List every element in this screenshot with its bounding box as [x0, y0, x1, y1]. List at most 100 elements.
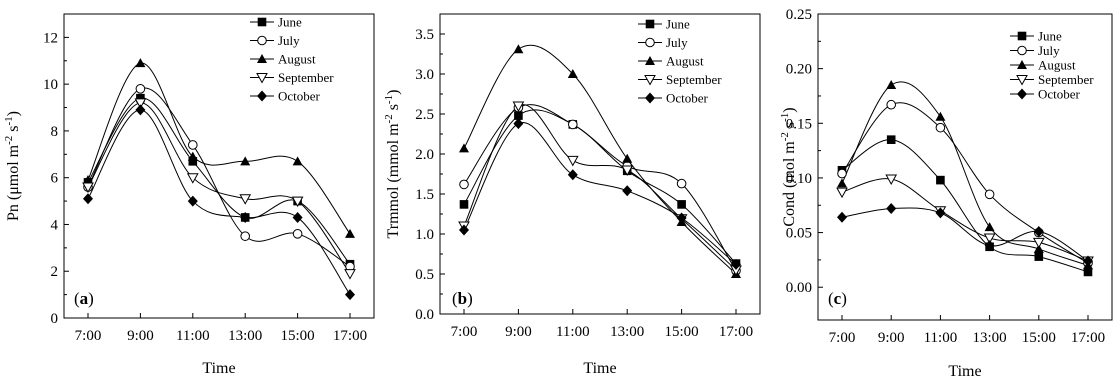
data-point-june	[514, 111, 523, 120]
x-axis-title: Time	[202, 360, 235, 377]
data-point-october	[837, 211, 847, 223]
data-point-october	[567, 169, 578, 181]
panel-label-close: )	[841, 289, 847, 308]
data-point-october	[1033, 225, 1044, 237]
x-tick-label: 11:00	[176, 328, 210, 344]
legend-label: June	[666, 17, 690, 32]
legend-label: July	[666, 35, 688, 50]
legend-marker-august	[645, 56, 655, 65]
data-point-july	[240, 231, 250, 241]
y-axis-title-part: s	[385, 104, 402, 114]
panel-label-close: )	[88, 289, 94, 308]
data-point-october	[676, 212, 687, 224]
data-point-june	[459, 200, 469, 209]
data-point-august	[345, 228, 355, 238]
y-axis-title-part: -1	[383, 95, 395, 104]
chart-panel-b: 0.0 0.5 1.0 1.5 2.0 2.5 3.0 3.5 7:00 9:00 11:00 13:…	[383, 13, 761, 377]
legend-marker-july	[645, 37, 655, 48]
legend-label: July	[278, 33, 300, 48]
data-point-october	[935, 207, 946, 219]
series-line-september	[87, 102, 351, 274]
legend-marker-september	[256, 73, 268, 84]
legend-marker-october	[257, 90, 267, 102]
legend-marker-october	[1017, 88, 1027, 100]
data-point-august	[187, 151, 198, 161]
y-axis-title-part: s	[5, 125, 22, 135]
panel-label-open: (	[828, 289, 834, 308]
legend-label: September	[278, 70, 334, 85]
y-tick-label: 10	[43, 77, 58, 93]
y-tick-label: 0.25	[786, 7, 812, 23]
series-line-august	[87, 62, 351, 235]
x-tick-label: 17:00	[1071, 330, 1105, 346]
data-point-october	[135, 104, 146, 116]
x-tick-label: 15:00	[1022, 330, 1056, 346]
legend-marker-september	[644, 75, 656, 86]
legend-label: June	[1038, 29, 1062, 44]
y-axis-title-part: )	[5, 111, 22, 116]
series-line-july	[87, 87, 351, 267]
data-point-august	[1033, 243, 1044, 253]
y-tick-label: 3.5	[415, 27, 434, 43]
legend-marker-june	[1017, 31, 1027, 41]
y-axis-title: Trmmol (mmol m-2 s-1)	[383, 90, 402, 239]
panel-label: (b)	[452, 289, 473, 308]
series-line-july	[463, 104, 737, 272]
data-point-october	[292, 211, 303, 223]
data-point-june	[886, 135, 896, 144]
x-tick-label: 11:00	[556, 324, 590, 340]
legend-marker-august	[1017, 60, 1027, 69]
legend-label: June	[278, 15, 302, 30]
legend-marker-july	[1017, 45, 1027, 56]
y-tick-label: 0.5	[415, 267, 434, 283]
data-point-august	[567, 69, 578, 78]
data-point-october	[459, 224, 469, 236]
x-tick-label: 7:00	[75, 328, 102, 344]
plot-frame	[439, 13, 761, 315]
y-tick-label: 0	[51, 311, 59, 327]
y-axis-title: Cond (mol m-2 s-1)	[779, 107, 798, 226]
data-point-september	[82, 182, 94, 194]
y-tick-label: 4	[51, 217, 59, 233]
data-point-october	[622, 185, 633, 197]
legend-label: September	[666, 72, 722, 87]
data-point-august	[622, 153, 633, 163]
y-tick-label: 2.0	[415, 147, 434, 163]
x-tick-label: 11:00	[924, 330, 958, 346]
series-line-august	[841, 81, 1089, 266]
data-point-august	[935, 111, 946, 121]
chart-panel-c: 0.00 0.05 0.10 0.15 0.20 0.25 7:00 9:00 11:00 13:…	[779, 7, 1113, 378]
y-tick-label: 3.0	[415, 67, 434, 83]
panel-label-letter: b	[458, 289, 467, 308]
data-point-august	[837, 178, 847, 188]
legend-label: August	[1038, 58, 1076, 73]
panel-label-letter: a	[80, 289, 89, 308]
series-line-june	[87, 97, 351, 265]
data-point-august	[83, 175, 93, 185]
chart-panel-a: 0 2 4 6 8 10 12 7:00 9:00 11:00 13:00 15:00 17:00 Tim…	[3, 13, 375, 377]
y-tick-label: 0.0	[415, 307, 434, 323]
data-point-september	[621, 165, 634, 177]
y-axis-title-part: Cond (mol m	[781, 141, 798, 227]
x-tick-label: 9:00	[505, 324, 532, 340]
data-point-july	[292, 229, 303, 239]
data-point-july	[459, 179, 469, 190]
y-axis-title-part: )	[781, 107, 798, 112]
y-tick-label: 0.10	[786, 171, 812, 187]
y-tick-label: 0.05	[786, 226, 812, 242]
series-line-september	[841, 178, 1089, 262]
data-point-september	[983, 233, 996, 245]
data-point-august	[459, 143, 469, 153]
data-point-september	[239, 194, 252, 205]
data-point-august	[240, 156, 251, 166]
panel-label-close: )	[467, 289, 473, 308]
series-line-october	[463, 122, 737, 265]
y-tick-label: 2	[51, 264, 59, 280]
panel-label-open: (	[74, 289, 80, 308]
data-point-october	[1083, 255, 1093, 267]
data-point-october	[731, 258, 741, 270]
data-point-june	[1083, 267, 1093, 277]
